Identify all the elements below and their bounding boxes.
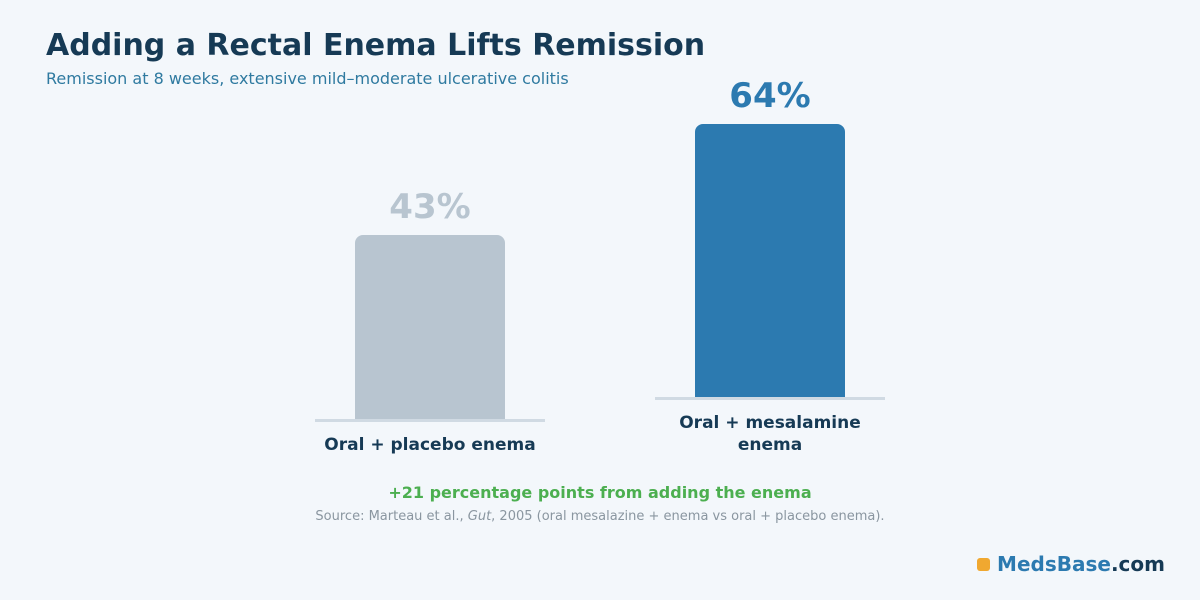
logo[interactable]: MedsBase .com (977, 552, 1165, 576)
source-text: , 2005 (oral mesalazine + enema vs oral … (491, 509, 885, 524)
category-label: Oral + mesalamine enema (679, 413, 861, 455)
logo-name: MedsBase (997, 552, 1111, 576)
baseline (315, 419, 545, 422)
bar (695, 123, 845, 397)
source: Source: Marteau et al., Gut, 2005 (oral … (0, 509, 1200, 524)
bar (355, 235, 505, 419)
chart-subtitle: Remission at 8 weeks, extensive mild–mod… (46, 69, 569, 88)
source-journal: Gut (467, 509, 492, 524)
logo-domain: .com (1110, 552, 1165, 576)
logo-icon (977, 557, 991, 571)
bar-group: 43% Oral + placebo enema (315, 187, 545, 456)
chart-title: Adding a Rectal Enema Lifts Remission (46, 28, 706, 63)
bar-group: 64% Oral + mesalamine enema (655, 76, 885, 456)
annotation: +21 percentage points from adding the en… (388, 483, 812, 502)
plot: 43% Oral + placebo enema 64% Oral + mesalam… (315, 76, 885, 456)
baseline (655, 397, 885, 400)
value-label: 43% (389, 187, 471, 228)
source-text: Source: Marteau et al., (315, 509, 468, 524)
category-label: Oral + placebo enema (324, 435, 536, 455)
value-label: 64% (729, 75, 811, 116)
